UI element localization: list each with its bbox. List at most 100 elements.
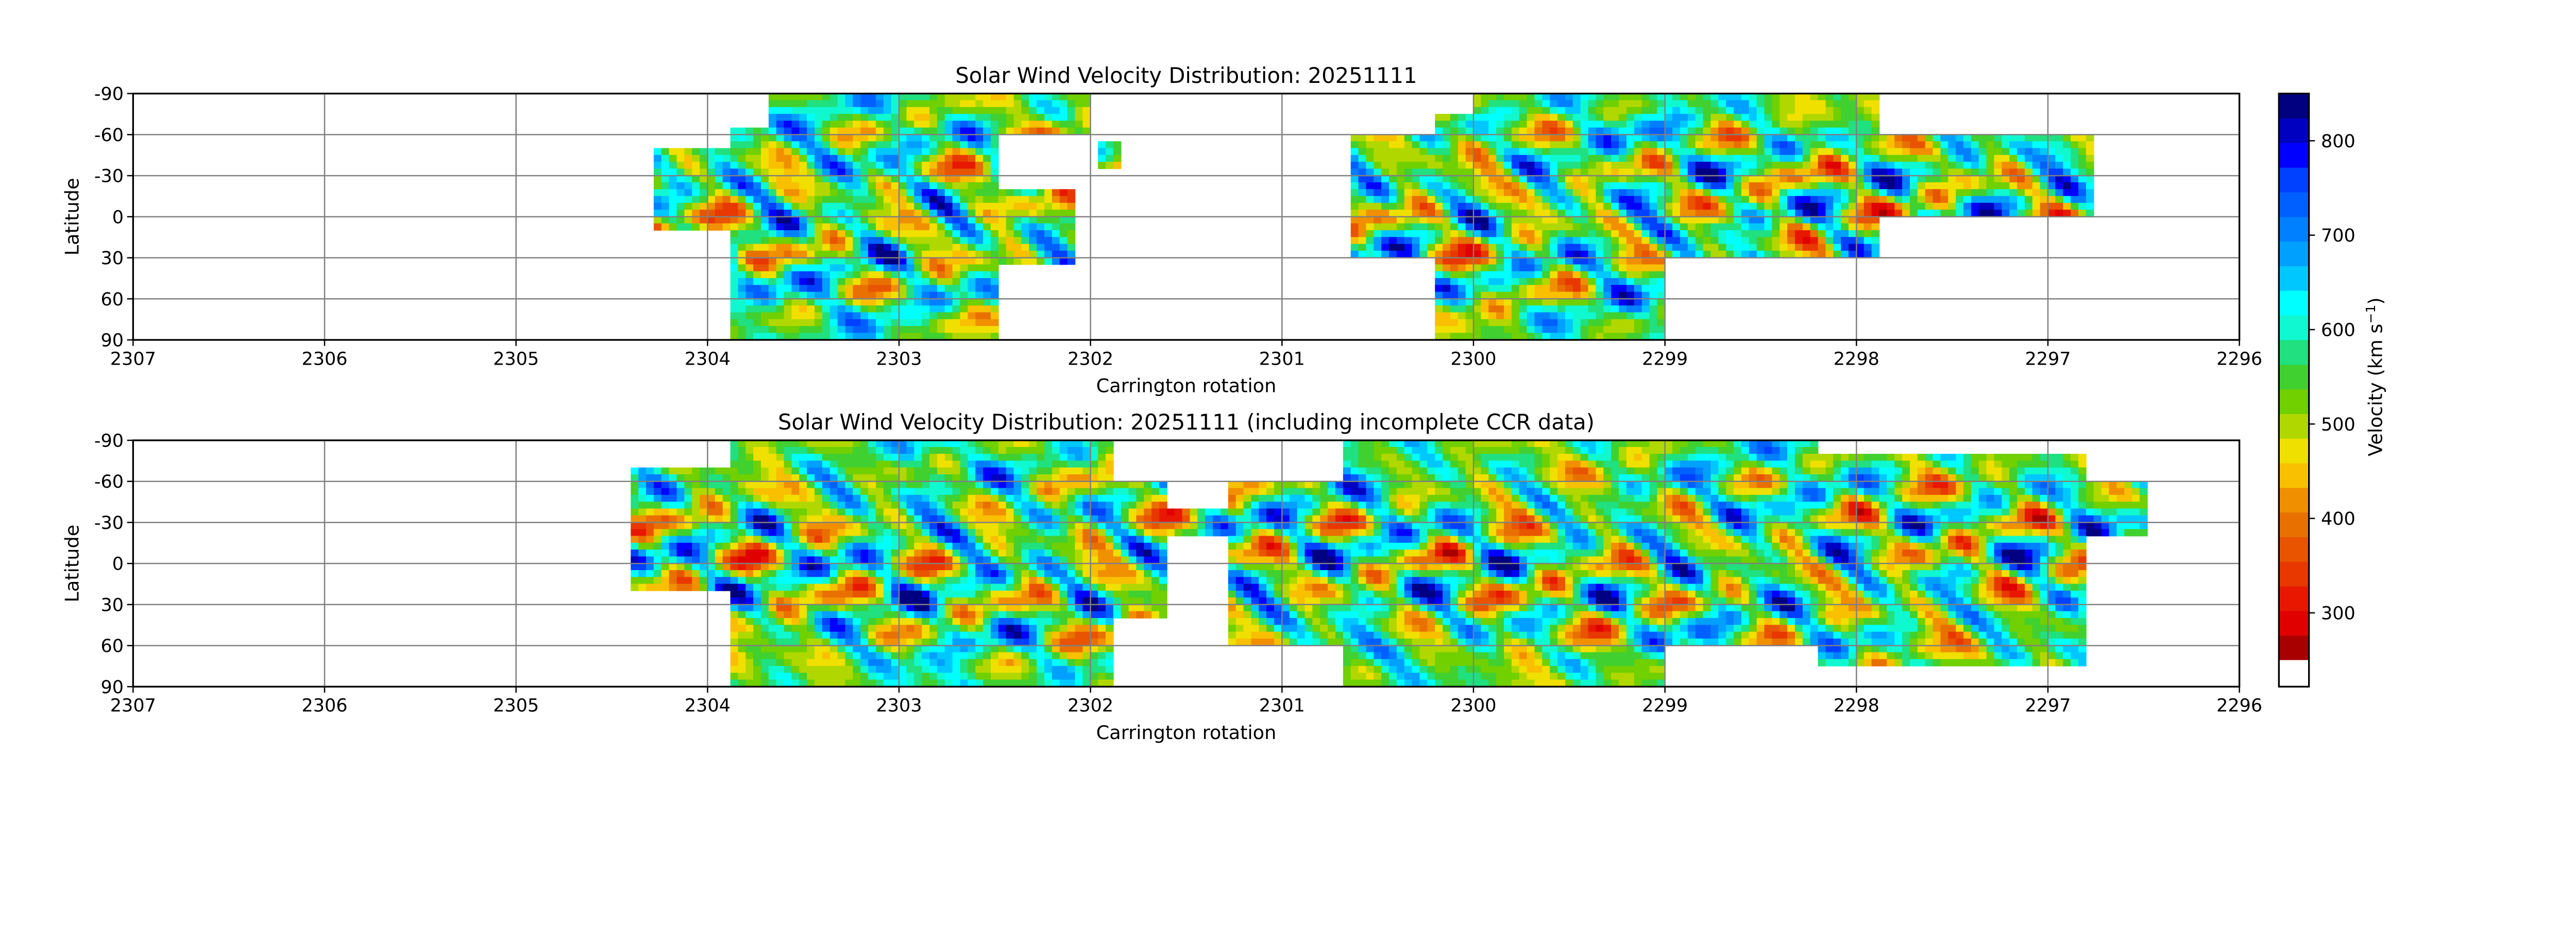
heatmap-cell — [853, 223, 861, 231]
heatmap-cell — [738, 467, 747, 475]
heatmap-cell — [799, 244, 808, 251]
heatmap-cell — [799, 182, 808, 190]
heatmap-cell — [1619, 182, 1627, 190]
heatmap-cell — [1550, 107, 1558, 114]
heatmap-cell — [1634, 148, 1642, 156]
heatmap-cell — [1596, 196, 1604, 203]
heatmap-cell — [1596, 298, 1604, 306]
heatmap-cell — [1672, 107, 1681, 114]
heatmap-cell — [929, 154, 938, 162]
heatmap-cell — [1374, 196, 1382, 203]
heatmap-cell — [1787, 141, 1795, 149]
heatmap-cell — [1619, 127, 1627, 135]
heatmap-cell — [2086, 182, 2094, 190]
heatmap-cell — [1465, 196, 1474, 203]
heatmap-cell — [914, 182, 923, 190]
heatmap-cell — [2071, 134, 2079, 142]
heatmap-cell — [1787, 189, 1795, 197]
heatmap-cell — [1787, 210, 1795, 217]
heatmap-cell — [653, 556, 662, 564]
heatmap-cell — [1665, 223, 1673, 231]
heatmap-cell — [929, 312, 938, 320]
heatmap-cell — [1534, 230, 1543, 238]
heatmap-cell — [1825, 168, 1834, 176]
heatmap-cell — [1465, 291, 1474, 299]
heatmap-cell — [822, 659, 831, 666]
heatmap-cell — [1481, 326, 1489, 334]
heatmap-cell — [944, 237, 953, 245]
heatmap-cell — [829, 481, 838, 489]
heatmap-cell — [2017, 168, 2025, 176]
heatmap-cell — [1580, 298, 1589, 306]
heatmap-cell — [1557, 291, 1566, 299]
heatmap-cell — [1849, 230, 1857, 238]
heatmap-cell — [1596, 182, 1604, 190]
heatmap-cell — [1021, 100, 1030, 108]
heatmap-cell — [1726, 162, 1734, 169]
heatmap-cell — [2071, 148, 2079, 156]
heatmap-cell — [1504, 223, 1512, 231]
heatmap-cell — [1641, 100, 1650, 108]
heatmap-cell — [669, 202, 677, 210]
heatmap-cell — [753, 625, 761, 632]
heatmap-cell — [914, 107, 923, 114]
heatmap-cell — [1098, 154, 1106, 162]
heatmap-cell — [1527, 189, 1535, 197]
heatmap-cell — [875, 508, 884, 516]
heatmap-cell — [1902, 154, 1910, 162]
heatmap-cell — [1641, 271, 1650, 279]
heatmap-cell — [1006, 127, 1014, 135]
heatmap-cell — [722, 223, 731, 231]
heatmap-cell — [829, 652, 838, 660]
heatmap-cell — [875, 583, 884, 591]
heatmap-cell — [2078, 162, 2087, 169]
heatmap-cell — [837, 645, 846, 653]
heatmap-cell — [1557, 298, 1566, 306]
heatmap-cell — [1029, 196, 1038, 203]
heatmap-cell — [1894, 168, 1903, 176]
heatmap-cell — [899, 333, 907, 340]
heatmap-cell — [1772, 210, 1781, 217]
heatmap-cell — [1849, 175, 1857, 183]
heatmap-cell — [937, 114, 945, 122]
heatmap-cell — [776, 515, 785, 523]
heatmap-cell — [661, 529, 670, 537]
heatmap-cell — [899, 244, 907, 251]
heatmap-cell — [1550, 278, 1558, 286]
heatmap-cell — [960, 141, 969, 149]
heatmap-cell — [1527, 114, 1535, 122]
heatmap-cell — [1841, 121, 1849, 128]
heatmap-cell — [2040, 134, 2048, 142]
heatmap-cell — [1519, 162, 1528, 169]
heatmap-cell — [1626, 127, 1635, 135]
heatmap-cell — [669, 216, 677, 224]
heatmap-cell — [960, 189, 969, 197]
heatmap-cell — [768, 107, 777, 114]
heatmap-cell — [845, 93, 854, 101]
heatmap-cell — [1963, 162, 1972, 169]
heatmap-cell — [1572, 285, 1581, 293]
heatmap-cell — [960, 285, 969, 293]
heatmap-cell — [1534, 202, 1543, 210]
heatmap-cell — [883, 278, 892, 286]
heatmap-cell — [2017, 148, 2025, 156]
heatmap-cell — [1572, 333, 1581, 340]
heatmap-cell — [883, 618, 892, 626]
heatmap-cell — [2055, 162, 2064, 169]
heatmap-cell — [692, 570, 700, 578]
heatmap-cell — [1772, 230, 1781, 238]
heatmap-cell — [829, 563, 838, 571]
heatmap-cell — [1534, 107, 1543, 114]
heatmap-cell — [952, 271, 961, 279]
heatmap-cell — [1443, 182, 1451, 190]
heatmap-cell — [692, 536, 700, 543]
heatmap-cell — [745, 305, 754, 313]
heatmap-cell — [975, 210, 984, 217]
heatmap-cell — [868, 488, 876, 495]
heatmap-cell — [1580, 216, 1589, 224]
heatmap-cell — [1726, 114, 1734, 122]
heatmap-cell — [891, 175, 900, 183]
heatmap-cell — [998, 202, 1007, 210]
heatmap-cell — [791, 196, 800, 203]
heatmap-cell — [868, 460, 876, 468]
